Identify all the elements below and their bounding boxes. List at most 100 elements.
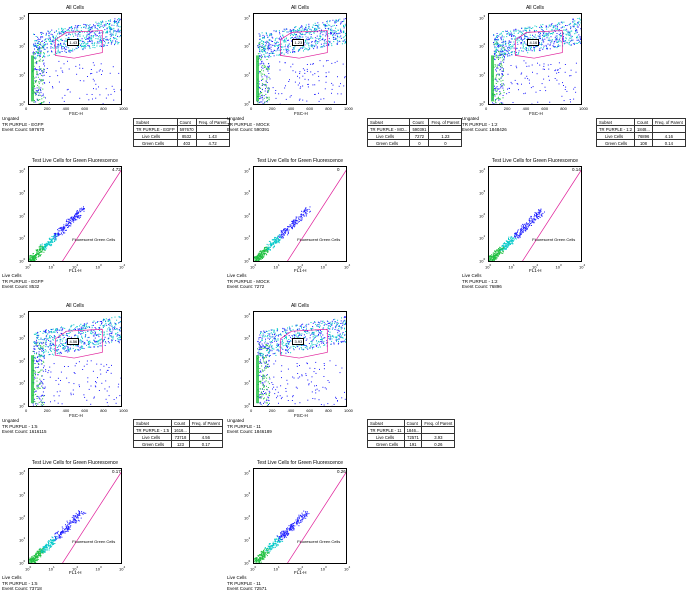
event-point <box>331 62 333 64</box>
event-point <box>273 245 275 247</box>
event-point <box>64 48 66 50</box>
event-point <box>502 47 504 49</box>
event-point <box>118 337 120 339</box>
event-point <box>88 336 90 338</box>
event-point <box>109 30 111 32</box>
event-point <box>278 236 280 238</box>
event-point <box>517 38 519 40</box>
event-point <box>499 50 501 52</box>
event-point <box>508 240 510 242</box>
event-point <box>304 210 306 212</box>
event-point <box>260 59 261 61</box>
event-point <box>317 22 319 24</box>
event-point <box>288 81 290 82</box>
event-point <box>263 37 265 39</box>
event-point <box>102 45 104 47</box>
event-point <box>508 243 510 245</box>
event-point <box>273 30 275 32</box>
event-point <box>268 87 270 89</box>
event-point <box>308 25 310 27</box>
event-point <box>63 47 65 49</box>
event-point <box>115 41 116 43</box>
event-point <box>38 86 40 88</box>
event-point <box>261 47 263 48</box>
event-point <box>42 75 44 77</box>
event-point <box>53 331 55 333</box>
event-point <box>38 41 40 42</box>
event-point <box>58 43 60 45</box>
event-point <box>274 236 276 238</box>
event-point <box>73 30 75 32</box>
event-point <box>521 39 523 41</box>
event-point <box>75 47 77 49</box>
event-point <box>534 214 535 216</box>
event-point <box>52 328 54 330</box>
event-point <box>576 24 578 26</box>
event-point <box>280 232 282 234</box>
event-point <box>562 33 564 35</box>
event-point <box>97 29 99 31</box>
event-point <box>541 215 543 217</box>
event-point <box>499 247 501 249</box>
event-point <box>316 35 318 37</box>
event-point <box>542 24 544 26</box>
event-point <box>43 395 45 396</box>
event-point <box>34 40 36 41</box>
event-point <box>539 42 540 44</box>
event-point <box>290 51 291 53</box>
event-point <box>511 45 513 47</box>
event-point <box>266 68 268 70</box>
event-point <box>91 94 93 95</box>
event-point <box>309 206 311 208</box>
event-point <box>75 34 77 36</box>
event-point <box>496 33 498 34</box>
event-point <box>508 34 510 36</box>
event-point <box>275 237 277 239</box>
event-point <box>34 370 36 372</box>
event-point <box>84 327 86 329</box>
event-point <box>263 63 265 65</box>
event-point <box>307 84 309 85</box>
event-point <box>514 52 516 54</box>
event-point <box>503 247 505 249</box>
event-point <box>52 338 54 340</box>
event-point <box>83 206 84 208</box>
event-point <box>41 381 43 383</box>
event-point <box>36 87 38 89</box>
event-point <box>495 250 497 252</box>
event-point <box>109 26 111 27</box>
event-point <box>37 356 39 358</box>
event-point <box>536 216 538 218</box>
table-cell: TR PURPLE - MO... <box>366 125 411 133</box>
x-tick-label: 101 <box>48 263 55 270</box>
table-cell: 597670 <box>176 125 197 133</box>
event-point <box>494 64 496 66</box>
event-point <box>317 26 318 28</box>
event-point <box>49 244 51 245</box>
event-point <box>308 45 310 47</box>
event-point <box>66 345 68 347</box>
event-point <box>502 56 503 58</box>
event-point <box>507 30 508 32</box>
event-point <box>337 36 339 38</box>
event-point <box>29 255 31 257</box>
event-point <box>111 33 113 35</box>
event-point <box>535 30 537 31</box>
event-point <box>498 35 500 37</box>
event-point <box>292 47 294 49</box>
event-point <box>282 236 284 238</box>
event-point <box>85 327 87 329</box>
event-point <box>340 29 342 31</box>
event-point <box>340 23 341 25</box>
event-point <box>57 402 59 404</box>
event-point <box>495 258 497 260</box>
event-point <box>256 259 257 261</box>
event-point <box>34 255 36 257</box>
event-point <box>41 95 43 97</box>
event-point <box>260 40 262 42</box>
event-point <box>324 24 326 26</box>
event-point <box>570 22 572 24</box>
event-point <box>38 366 39 368</box>
event-point <box>117 334 119 336</box>
event-point <box>48 243 50 245</box>
